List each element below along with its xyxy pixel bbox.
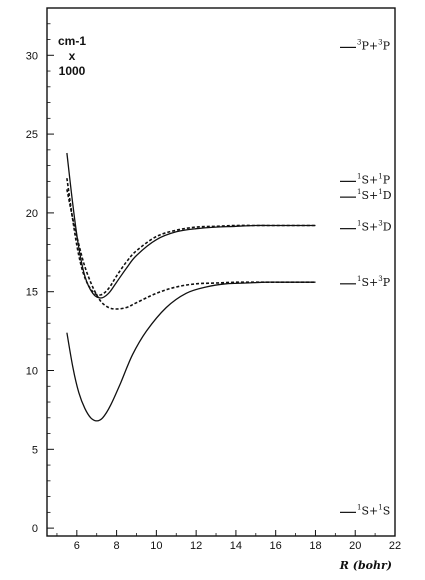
x-tick-label: 8 xyxy=(114,540,120,552)
unit-label-line-2: x xyxy=(69,49,76,63)
plot-frame xyxy=(46,7,396,537)
x-tick-label: 16 xyxy=(270,540,282,552)
asymptote-label: 1S+1P xyxy=(357,172,391,186)
series-3-line xyxy=(66,189,316,310)
x-tick-label: 12 xyxy=(190,540,202,552)
asymptote-label: 1S+3D xyxy=(357,220,392,234)
y-tick-label: 10 xyxy=(26,366,38,378)
x-tick-label: 14 xyxy=(230,540,242,552)
series-4-line xyxy=(66,281,316,422)
axis-ticks: 6 8 10 12 14 16 18 20 22 0 5 10 15 20 25 30 xyxy=(26,23,401,552)
unit-label: cm-1 x 1000 xyxy=(58,34,86,78)
asymptote-label: 3P+3P xyxy=(357,38,391,52)
x-axis-label: R (bohr) xyxy=(339,559,392,572)
x-tick-label: 22 xyxy=(389,540,401,552)
series-1-line xyxy=(66,152,316,299)
x-tick-label: 6 xyxy=(74,540,80,552)
asymptote-label: 1S+1S xyxy=(357,503,390,517)
x-tick-label: 20 xyxy=(349,540,361,552)
series-layer xyxy=(66,152,316,422)
asymptote-label: 1S+1D xyxy=(357,188,392,202)
y-tick-label: 5 xyxy=(32,444,38,456)
y-tick-label: 15 xyxy=(26,287,38,299)
x-tick-label: 10 xyxy=(150,540,162,552)
asymptote-markers: 3P+3P 1S+1P 1S+1D 1S+3D 1S+3P 1S+1S xyxy=(340,38,392,517)
series-2-line xyxy=(66,178,316,296)
asymptote-label: 1S+3P xyxy=(357,275,391,289)
y-tick-label: 25 xyxy=(26,129,38,141)
x-tick-label: 18 xyxy=(309,540,321,552)
y-tick-label: 30 xyxy=(26,50,38,62)
unit-label-line-1: cm-1 xyxy=(58,34,86,48)
unit-label-line-3: 1000 xyxy=(59,64,86,78)
y-tick-label: 0 xyxy=(32,523,38,535)
y-tick-label: 20 xyxy=(26,208,38,220)
